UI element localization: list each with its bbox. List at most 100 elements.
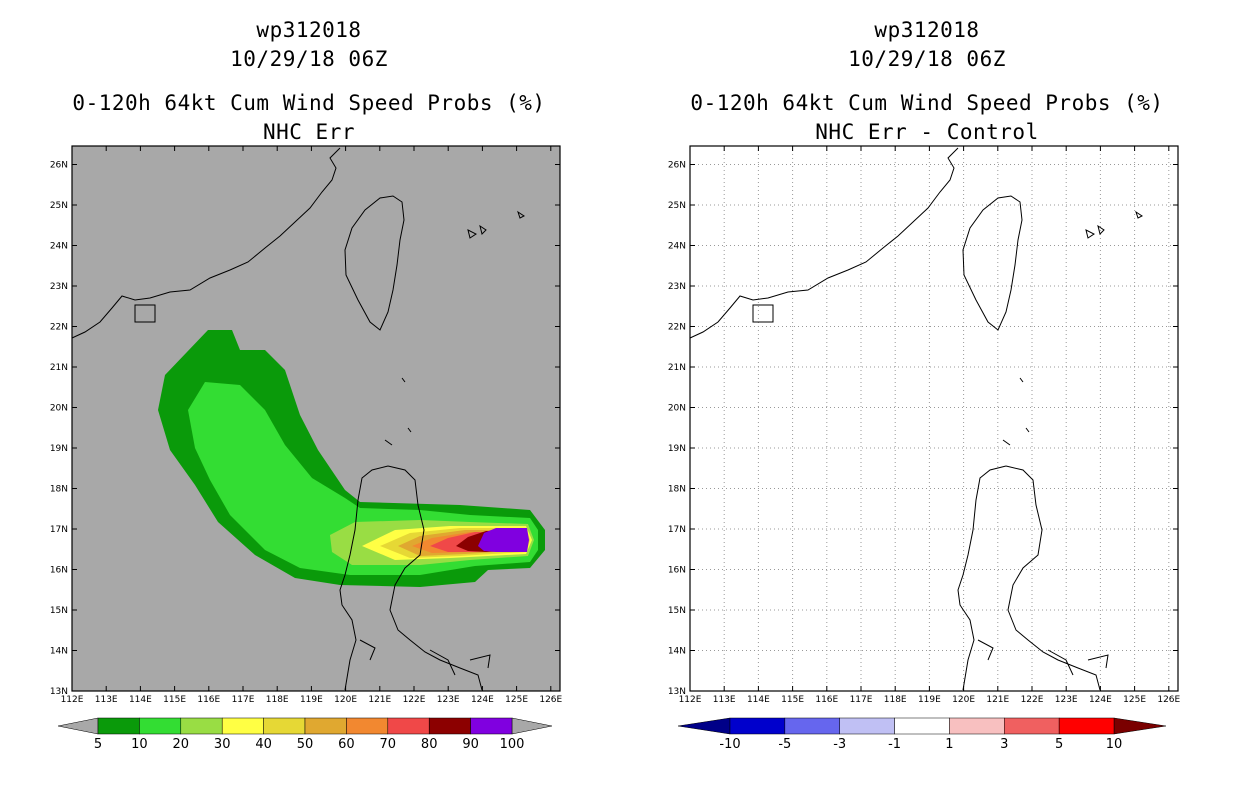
colorbar-label-70: 70 <box>380 737 397 752</box>
hongkong-box <box>134 304 156 323</box>
colorbar-label-5: 5 <box>1055 737 1063 752</box>
right-colorbar: -10 -5 -3 -1 1 3 5 10 <box>677 717 1167 752</box>
left-map-frame <box>71 145 561 692</box>
lat-label-15N: 15N <box>50 606 68 616</box>
lon-label-120E: 120E <box>334 695 357 705</box>
lon-label-113E: 113E <box>713 695 736 705</box>
lon-label-116E: 116E <box>815 695 838 705</box>
colorbar-swatch-6 <box>1058 717 1115 735</box>
colorbar-over-triangle <box>1113 717 1167 735</box>
lon-label-112E: 112E <box>61 695 84 705</box>
colorbar-label-50: 50 <box>297 737 314 752</box>
lat-label-23N: 23N <box>50 282 68 292</box>
colorbar-swatch-2 <box>180 717 223 735</box>
colorbar-swatch-1 <box>784 717 840 735</box>
colorbar-label-1: 1 <box>945 737 953 752</box>
left-axis-ticks: 112E 113E 114E 115E 116E 117E 118E 119E 120E 121E… <box>50 146 563 705</box>
coastline-taiwan <box>962 195 1023 331</box>
colorbar-swatch-4 <box>263 717 306 735</box>
lat-label-25N: 25N <box>50 201 68 211</box>
colorbar-label-100: 100 <box>500 737 525 752</box>
colorbar-swatch-0 <box>729 717 786 735</box>
lon-label-122E: 122E <box>403 695 426 705</box>
lon-label-117E: 117E <box>850 695 873 705</box>
colorbar-label--1: -1 <box>888 737 901 752</box>
lon-label-120E: 120E <box>952 695 975 705</box>
lon-label-116E: 116E <box>197 695 220 705</box>
lon-label-113E: 113E <box>95 695 118 705</box>
right-gridlines <box>690 146 1178 691</box>
coastline-china <box>689 147 959 339</box>
lat-label-17N: 17N <box>668 525 686 535</box>
lon-label-125E: 125E <box>505 695 528 705</box>
lon-label-115E: 115E <box>781 695 804 705</box>
colorbar-swatch-4 <box>949 717 1005 735</box>
left-datetime: 10/29/18 06Z <box>230 47 388 71</box>
lat-label-14N: 14N <box>50 647 68 657</box>
lat-label-20N: 20N <box>668 404 686 414</box>
lon-label-123E: 123E <box>1055 695 1078 705</box>
left-panel: wp312018 10/29/18 06Z 0-120h 64kt Cum Wi… <box>50 18 563 752</box>
left-product-title: 0-120h 64kt Cum Wind Speed Probs (%) <box>72 91 546 115</box>
lat-label-20N: 20N <box>50 404 68 414</box>
right-panel: wp312018 10/29/18 06Z 0-120h 64kt Cum Wi… <box>618 0 1236 800</box>
left-storm-id: wp312018 <box>256 18 362 42</box>
left-probability-contours <box>158 330 545 587</box>
lon-label-118E: 118E <box>266 695 289 705</box>
lon-label-121E: 121E <box>368 695 391 705</box>
colorbar-label-10: 10 <box>131 737 148 752</box>
colorbar-swatch-9 <box>470 717 513 735</box>
lat-label-22N: 22N <box>668 323 686 333</box>
hongkong-box <box>752 304 774 323</box>
lat-label-13N: 13N <box>668 687 686 697</box>
lat-label-24N: 24N <box>668 242 686 252</box>
lon-label-117E: 117E <box>232 695 255 705</box>
lat-label-26N: 26N <box>668 161 686 171</box>
islands-north <box>384 210 525 446</box>
left-colorbar: 5 10 20 30 40 50 60 70 80 90 100 <box>57 717 553 752</box>
left-coastlines <box>71 147 525 691</box>
right-map-frame <box>689 145 1179 692</box>
colorbar-swatch-1 <box>139 717 182 735</box>
islands-north <box>1002 210 1143 446</box>
colorbar-label--3: -3 <box>833 737 846 752</box>
lat-label-19N: 19N <box>668 444 686 454</box>
colorbar-label-40: 40 <box>255 737 272 752</box>
colorbar-under-triangle <box>677 717 731 735</box>
lon-label-124E: 124E <box>471 695 494 705</box>
lon-label-121E: 121E <box>986 695 1009 705</box>
right-subtitle: NHC Err - Control <box>815 120 1039 144</box>
colorbar-label-10: 10 <box>1106 737 1123 752</box>
colorbar-swatch-7 <box>387 717 430 735</box>
right-product-title: 0-120h 64kt Cum Wind Speed Probs (%) <box>690 91 1164 115</box>
lon-label-119E: 119E <box>918 695 941 705</box>
coastline-china <box>71 147 341 339</box>
lat-label-22N: 22N <box>50 323 68 333</box>
lat-label-26N: 26N <box>50 161 68 171</box>
lat-label-14N: 14N <box>668 647 686 657</box>
lat-label-25N: 25N <box>668 201 686 211</box>
right-coastlines <box>689 147 1143 691</box>
colorbar-label-5: 5 <box>94 737 102 752</box>
colorbar-label-3: 3 <box>1000 737 1008 752</box>
right-storm-id: wp312018 <box>874 18 980 42</box>
colorbar-label-80: 80 <box>421 737 438 752</box>
right-map: 112E 113E 114E 115E 116E 117E 118E 119E 120E 121E… <box>668 145 1181 752</box>
right-axis-ticks: 112E 113E 114E 115E 116E 117E 118E 119E 120E 121E… <box>668 146 1181 705</box>
colorbar-swatch-0 <box>97 717 140 735</box>
lon-label-124E: 124E <box>1089 695 1112 705</box>
lat-label-16N: 16N <box>50 566 68 576</box>
lon-label-126E: 126E <box>1157 695 1180 705</box>
left-map: 112E 113E 114E 115E 116E 117E 118E 119E 120E 121E… <box>50 145 563 752</box>
contour-90 <box>478 528 529 552</box>
right-map-background <box>690 146 1178 691</box>
colorbar-swatch-8 <box>428 717 471 735</box>
lat-label-18N: 18N <box>668 485 686 495</box>
lon-label-122E: 122E <box>1021 695 1044 705</box>
lat-label-16N: 16N <box>668 566 686 576</box>
lon-label-119E: 119E <box>300 695 323 705</box>
lat-label-19N: 19N <box>50 444 68 454</box>
lat-label-21N: 21N <box>668 363 686 373</box>
lon-label-118E: 118E <box>884 695 907 705</box>
colorbar-swatch-6 <box>346 717 389 735</box>
